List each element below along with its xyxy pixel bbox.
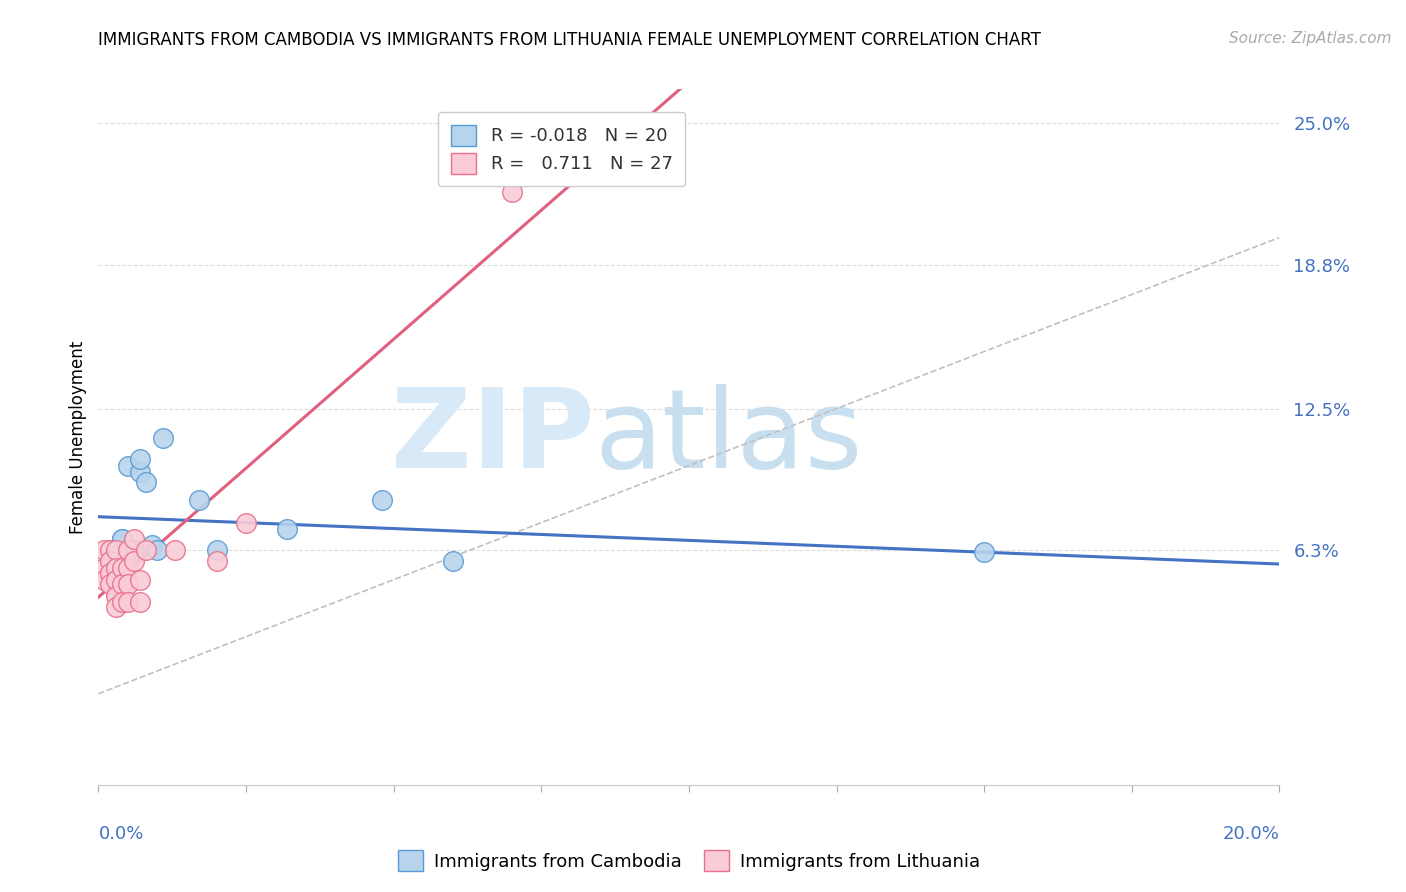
Legend: Immigrants from Cambodia, Immigrants from Lithuania: Immigrants from Cambodia, Immigrants fro… — [391, 843, 987, 879]
Point — [93, 543, 115, 558]
Point — [111, 577, 134, 591]
Point — [111, 595, 134, 609]
Text: Source: ZipAtlas.com: Source: ZipAtlas.com — [1229, 31, 1392, 46]
Text: 20.0%: 20.0% — [1223, 825, 1279, 843]
Point — [501, 185, 523, 199]
Point — [117, 577, 139, 591]
Point — [371, 492, 394, 507]
Point — [117, 595, 139, 609]
Point — [152, 431, 174, 445]
Point — [128, 451, 150, 466]
Point — [105, 543, 128, 558]
Point — [105, 589, 128, 603]
Point — [135, 475, 157, 489]
Point — [98, 566, 121, 580]
Point — [141, 538, 163, 552]
Text: atlas: atlas — [595, 384, 863, 491]
Point — [98, 543, 121, 558]
Point — [135, 543, 157, 558]
Point — [111, 561, 134, 575]
Point — [111, 532, 134, 546]
Legend: R = -0.018   N = 20, R =   0.711   N = 27: R = -0.018 N = 20, R = 0.711 N = 27 — [439, 112, 685, 186]
Point — [205, 554, 228, 568]
Point — [165, 543, 187, 558]
Point — [128, 466, 150, 480]
Point — [117, 561, 139, 575]
Y-axis label: Female Unemployment: Female Unemployment — [69, 341, 87, 533]
Point — [105, 543, 128, 558]
Point — [105, 600, 128, 615]
Point — [105, 573, 128, 587]
Text: 0.0%: 0.0% — [98, 825, 143, 843]
Point — [441, 554, 464, 568]
Point — [276, 523, 298, 537]
Point — [128, 595, 150, 609]
Text: IMMIGRANTS FROM CAMBODIA VS IMMIGRANTS FROM LITHUANIA FEMALE UNEMPLOYMENT CORREL: IMMIGRANTS FROM CAMBODIA VS IMMIGRANTS F… — [98, 31, 1042, 49]
Point — [146, 543, 169, 558]
Point — [117, 543, 139, 558]
Text: ZIP: ZIP — [391, 384, 595, 491]
Point — [105, 561, 128, 575]
Point — [98, 554, 121, 568]
Point — [205, 543, 228, 558]
Point — [98, 543, 121, 558]
Point — [973, 545, 995, 559]
Point — [122, 532, 145, 546]
Point — [93, 573, 115, 587]
Point — [187, 492, 209, 507]
Point — [117, 543, 139, 558]
Point — [122, 554, 145, 568]
Point — [98, 577, 121, 591]
Point — [111, 532, 134, 546]
Point — [117, 458, 139, 473]
Point — [128, 573, 150, 587]
Point — [122, 543, 145, 558]
Point — [105, 543, 128, 558]
Point — [93, 561, 115, 575]
Point — [235, 516, 257, 530]
